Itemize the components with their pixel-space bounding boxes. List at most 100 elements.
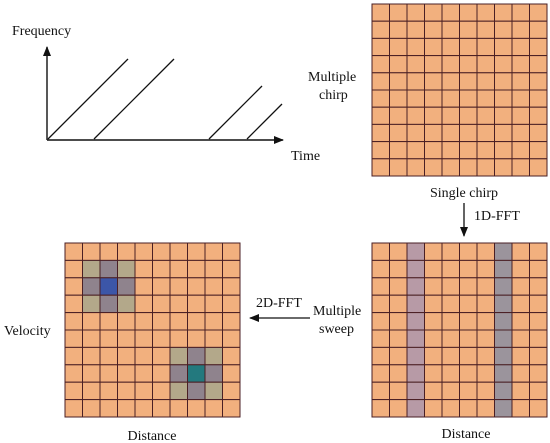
matrix-cell	[187, 242, 206, 261]
matrix-cell	[99, 399, 118, 418]
matrix-cell	[441, 89, 460, 108]
matrix-cell	[406, 3, 425, 22]
matrix-cell	[529, 106, 548, 125]
matrix-cell	[82, 312, 101, 331]
matrix-cell	[389, 312, 408, 331]
matrix-cell	[459, 312, 478, 331]
matrix-cell	[459, 123, 478, 143]
matrix-cell	[441, 106, 460, 125]
matrix-cell	[389, 55, 408, 74]
matrix-cell	[134, 364, 153, 383]
matrix-cell	[529, 346, 548, 366]
matrix-cell	[134, 242, 153, 261]
matrix-cell	[424, 242, 443, 261]
matrix-cell	[204, 399, 223, 418]
matrix-cell	[441, 294, 460, 314]
matrix-cell	[476, 158, 495, 177]
matrix-cell	[511, 364, 530, 383]
matrix-cell	[494, 55, 513, 74]
matrix-cell	[424, 123, 443, 143]
matrix-cell	[371, 259, 390, 279]
matrix-cell	[511, 346, 530, 366]
matrix-cell	[117, 294, 136, 314]
matrix-cell	[222, 381, 241, 401]
matrix-cell	[204, 312, 223, 331]
matrix-cell	[99, 277, 118, 296]
matrix-cell	[511, 242, 530, 261]
matrix-cell	[406, 55, 425, 74]
matrix-cell	[99, 346, 118, 366]
matrix-cell	[441, 259, 460, 279]
matrix-cell	[99, 242, 118, 261]
matrix-cell	[424, 346, 443, 366]
matrix-cell	[476, 294, 495, 314]
matrix-cell	[511, 259, 530, 279]
matrix-cell	[389, 381, 408, 401]
matrix-cell	[476, 399, 495, 418]
matrix-cell	[371, 72, 390, 91]
matrix-cell	[389, 89, 408, 108]
matrix-cell	[494, 158, 513, 177]
matrix-cell	[424, 259, 443, 279]
matrix-cell	[529, 277, 548, 296]
matrix-cell	[406, 364, 425, 383]
matrix-cell	[117, 364, 136, 383]
matrix-cell	[424, 277, 443, 296]
matrix-cell	[441, 399, 460, 418]
matrix-cell	[389, 294, 408, 314]
matrix-cell	[99, 381, 118, 401]
matrix-cell	[187, 312, 206, 331]
single-chirp-bottom-label: Single chirp	[430, 186, 498, 201]
matrix-cell	[169, 259, 188, 279]
matrix-cell	[441, 123, 460, 143]
matrix-cell	[99, 259, 118, 279]
matrix-cell	[494, 294, 513, 314]
matrix-cell	[424, 312, 443, 331]
matrix-cell	[204, 277, 223, 296]
matrix-cell	[389, 277, 408, 296]
single-chirp-matrix: Multiple chirp Single chirp	[308, 3, 548, 201]
matrix-cell	[529, 294, 548, 314]
matrix-cell	[117, 346, 136, 366]
single-chirp-left-label-line2: chirp	[319, 88, 348, 103]
matrix-cell	[441, 364, 460, 383]
matrix-cell	[389, 20, 408, 39]
matrix-cell	[459, 381, 478, 401]
matrix-cell	[476, 20, 495, 39]
range-left-label-line1: Multiple	[313, 304, 361, 319]
matrix-cell	[371, 20, 390, 39]
matrix-cell	[117, 259, 136, 279]
matrix-cell	[441, 20, 460, 39]
matrix-cell	[169, 381, 188, 401]
matrix-cell	[152, 312, 171, 331]
matrix-cell	[476, 37, 495, 57]
matrix-cell	[82, 259, 101, 279]
matrix-cell	[64, 381, 83, 401]
matrix-cell	[529, 158, 548, 177]
matrix-cell	[494, 3, 513, 22]
matrix-cell	[424, 158, 443, 177]
matrix-cell	[424, 329, 443, 348]
matrix-cell	[152, 399, 171, 418]
matrix-cell	[406, 381, 425, 401]
matrix-cell	[371, 242, 390, 261]
matrix-cell	[99, 364, 118, 383]
matrix-cell	[441, 329, 460, 348]
chirp-ramp	[208, 85, 263, 140]
matrix-cell	[511, 158, 530, 177]
matrix-cell	[459, 106, 478, 125]
matrix-cell	[169, 277, 188, 296]
matrix-cell	[459, 158, 478, 177]
matrix-cell	[64, 294, 83, 314]
matrix-cell	[476, 141, 495, 160]
matrix-cell	[494, 242, 513, 261]
matrix-cell	[459, 55, 478, 74]
matrix-cell	[389, 72, 408, 91]
matrix-cell	[424, 364, 443, 383]
fft2-step: 2D-FFT	[249, 296, 310, 322]
matrix-cell	[441, 72, 460, 91]
matrix-cell	[424, 399, 443, 418]
matrix-cell	[117, 242, 136, 261]
matrix-cell	[529, 381, 548, 401]
fft2-label: 2D-FFT	[256, 296, 302, 311]
